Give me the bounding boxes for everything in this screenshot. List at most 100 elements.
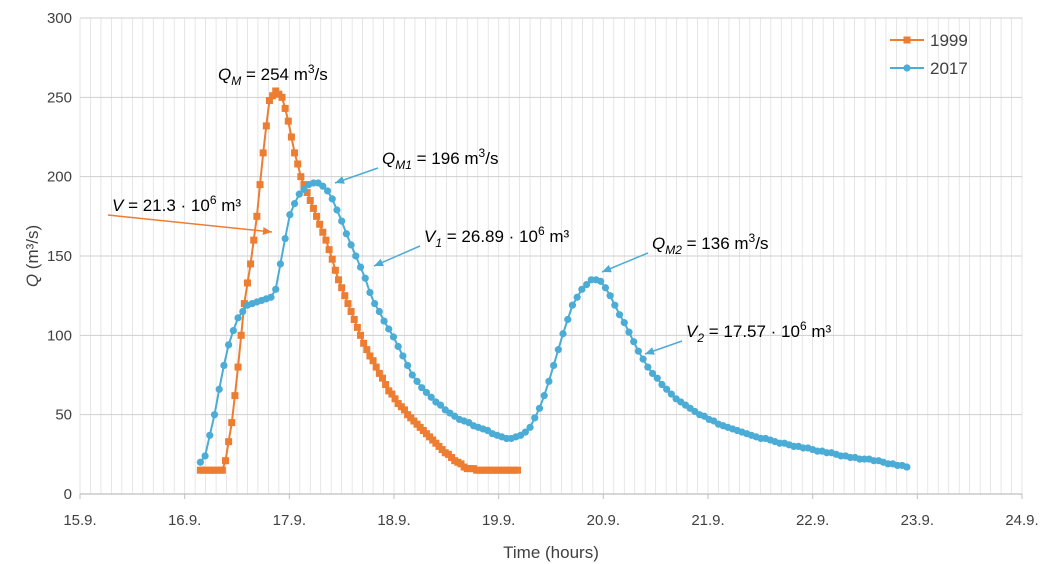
y-tick-label: 250: [47, 89, 72, 106]
point-1999: [269, 92, 277, 100]
point-1999: [250, 236, 258, 244]
point-2017: [644, 363, 652, 371]
point-2017: [663, 385, 671, 393]
y-tick-label: 300: [47, 10, 72, 27]
point-2017: [554, 346, 562, 354]
point-1999: [309, 204, 317, 212]
x-tick-label: 19.9.: [482, 512, 515, 529]
point-2017: [201, 452, 209, 460]
point-2017: [564, 315, 572, 324]
annotation-arrowhead: [645, 347, 655, 355]
point-2017: [352, 252, 360, 260]
point-2017: [281, 234, 289, 243]
point-2017: [276, 260, 285, 268]
point-2017: [531, 414, 539, 422]
point-2017: [630, 338, 638, 346]
point-1999: [382, 381, 390, 389]
point-1999: [297, 173, 305, 181]
x-tick-label: 18.9.: [377, 512, 410, 529]
point-2017: [611, 301, 619, 309]
point-1999: [400, 406, 408, 414]
point-2017: [328, 195, 336, 203]
point-1999: [253, 212, 261, 220]
point-2017: [667, 390, 675, 398]
point-1999: [313, 212, 321, 220]
point-1999: [262, 122, 270, 130]
point-2017: [229, 326, 237, 335]
point-1999: [363, 346, 371, 354]
point-1999: [316, 220, 324, 228]
series-layer: [196, 87, 911, 474]
point-2017: [620, 319, 628, 327]
point-2017: [404, 361, 412, 370]
point-2017: [239, 307, 247, 316]
annotation-arrow: [107, 214, 273, 233]
point-1999: [372, 363, 380, 371]
point-2017: [399, 352, 407, 360]
point-2017: [342, 230, 350, 238]
x-tick-label: 22.9.: [796, 512, 829, 529]
point-1999: [338, 284, 346, 292]
point-2017: [333, 206, 341, 214]
point-2017: [418, 384, 426, 392]
annotation-arrowhead: [335, 176, 345, 184]
x-tick-label: 24.9.: [1005, 512, 1038, 529]
legend-marker-1999: [903, 36, 911, 44]
point-2017: [408, 371, 416, 379]
gridlines: [79, 17, 1023, 495]
point-2017: [436, 401, 445, 409]
annotation-label: V1 = 26.89 · 106 m³: [424, 224, 570, 250]
point-2017: [526, 423, 534, 431]
point-2017: [356, 263, 365, 271]
x-tick-label: 21.9.: [691, 512, 724, 529]
point-2017: [347, 241, 355, 249]
point-2017: [413, 377, 421, 385]
x-tick-label: 16.9.: [168, 512, 201, 529]
point-2017: [615, 311, 624, 319]
point-1999: [341, 292, 349, 300]
x-tick-label: 23.9.: [901, 512, 934, 529]
point-1999: [325, 246, 333, 254]
point-2017: [323, 187, 332, 195]
point-2017: [582, 280, 591, 289]
point-1999: [231, 392, 239, 400]
annotation-arrowhead: [262, 227, 272, 236]
point-2017: [225, 341, 233, 349]
annotation-label: QM2 = 136 m3/s: [652, 231, 768, 257]
point-2017: [215, 385, 223, 393]
y-axis-title: Q (m³/s): [23, 225, 42, 287]
point-1999: [237, 331, 245, 339]
y-tick-label: 50: [55, 407, 72, 424]
x-tick-label: 20.9.: [587, 512, 620, 529]
point-2017: [634, 347, 642, 355]
point-2017: [550, 361, 558, 370]
point-1999: [256, 181, 264, 189]
point-1999: [284, 117, 292, 125]
point-1999: [259, 149, 267, 157]
point-2017: [319, 182, 327, 190]
point-2017: [361, 274, 369, 282]
point-2017: [658, 380, 666, 389]
legend-label-2017: 2017: [930, 59, 968, 78]
point-1999: [344, 300, 352, 308]
point-1999: [221, 457, 229, 465]
point-1999: [247, 260, 255, 268]
point-2017: [601, 284, 610, 292]
point-1999: [322, 236, 330, 244]
point-2017: [220, 361, 228, 370]
y-tick-label: 150: [47, 248, 72, 265]
point-1999: [319, 228, 327, 236]
point-1999: [306, 196, 314, 204]
point-2017: [578, 285, 586, 293]
point-2017: [648, 369, 657, 378]
point-1999: [328, 255, 336, 263]
point-2017: [653, 374, 661, 382]
point-2017: [521, 428, 529, 436]
point-2017: [625, 328, 633, 336]
point-1999: [291, 149, 299, 157]
point-2017: [210, 411, 219, 419]
point-1999: [391, 395, 399, 403]
point-1999: [331, 266, 339, 274]
point-2017: [427, 393, 435, 401]
point-2017: [639, 355, 647, 363]
